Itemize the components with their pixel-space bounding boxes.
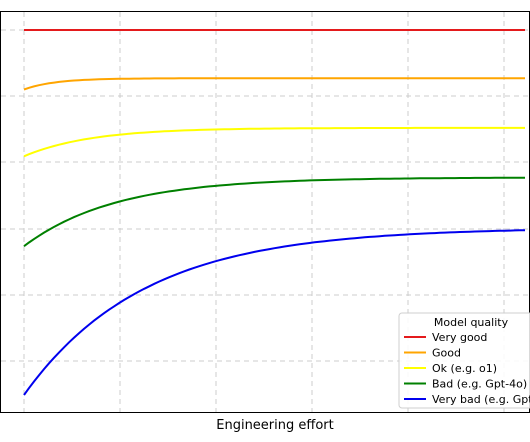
series-line-4 (23, 229, 526, 396)
legend-label-0: Very good (432, 331, 487, 344)
legend: Model quality Very good Good Ok (e.g. o1) B… (398, 312, 530, 409)
legend-title: Model quality (434, 316, 509, 329)
legend-label-2: Ok (e.g. o1) (432, 362, 497, 375)
legend-items: Very good Good Ok (e.g. o1) Bad (e.g. Gpt-4… (404, 331, 530, 406)
legend-box (398, 312, 530, 409)
series-line-1 (23, 77, 525, 91)
legend-label-1: Good (432, 347, 461, 360)
series-line-3 (23, 176, 526, 248)
x-axis-label: Engineering effort (216, 418, 333, 433)
series-line-2 (23, 126, 525, 158)
legend-label-4: Very bad (e.g. Gpt-3.5) (432, 393, 530, 406)
legend-label-3: Bad (e.g. Gpt-4o) (432, 378, 527, 391)
series-lines (23, 29, 526, 396)
